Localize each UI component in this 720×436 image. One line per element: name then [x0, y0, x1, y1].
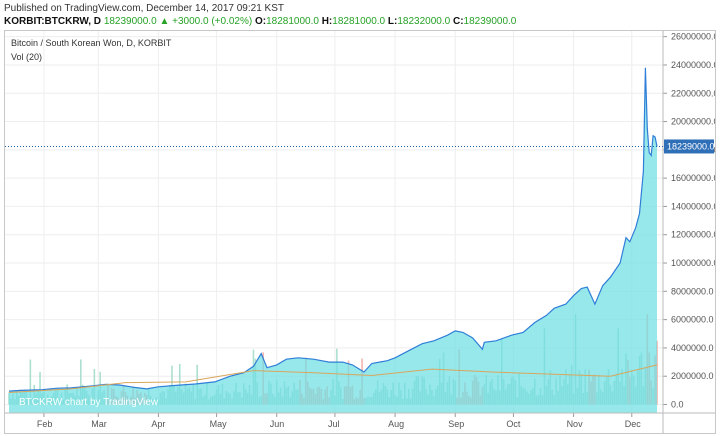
y-tick-label: 14000000.0 [671, 201, 715, 211]
price-tag-box [664, 139, 714, 154]
symbol-label: KORBIT:BTCKRW, D [4, 16, 102, 27]
x-tick-label: Jul [328, 419, 340, 429]
volume-bar [178, 363, 181, 405]
price-line [8, 67, 658, 392]
open-label: O: [254, 16, 267, 27]
x-tick-label: Nov [567, 419, 584, 429]
close-value: 18239000.0 [463, 16, 517, 27]
x-tick-label: Dec [625, 419, 642, 429]
price-tag: 18239000.0 [667, 141, 715, 151]
y-tick-label: 24000000.0 [671, 60, 715, 70]
price-area-fill [9, 67, 657, 414]
x-tick-label: Mar [91, 419, 107, 429]
y-tick-label: 6000000.0 [671, 315, 714, 325]
price-area [8, 67, 658, 414]
price-change: +3000.0 (+0.02%) [172, 16, 253, 27]
volume-bar [29, 359, 32, 405]
y-tick-label: 10000000.0 [671, 258, 715, 268]
chart-header: Published on TradingView.com, December 1… [0, 0, 720, 30]
close-label: C: [452, 16, 464, 27]
x-tick-label: Apr [151, 419, 165, 429]
last-price: 18239000.0 [103, 16, 157, 27]
axes: 0.0 2000000.0 4000000.0 6000000.0 8000000.0 1… [5, 31, 715, 433]
y-tick-label: 20000000.0 [671, 117, 715, 127]
x-tick-label: Feb [37, 419, 53, 429]
x-tick-label: Jun [270, 419, 285, 429]
y-tick-label: 16000000.0 [671, 173, 715, 183]
y-tick-label: 26000000.0 [671, 32, 715, 42]
x-tick-label: Aug [388, 419, 404, 429]
quote-line: KORBIT:BTCKRW, D 18239000.0 ▲ +3000.0 (+… [4, 16, 516, 27]
volume-bar [39, 371, 41, 405]
open-value: 18281000.0 [266, 16, 319, 27]
price-chart[interactable]: 0.0 2000000.0 4000000.0 6000000.0 8000000.0 1… [5, 31, 715, 433]
high-value: 18281000.0 [332, 16, 386, 27]
volume-bar [79, 359, 82, 405]
published-line: Published on TradingView.com, December 1… [4, 3, 284, 14]
chart-title: Bitcoin / South Korean Won, D, KORBIT [11, 38, 172, 48]
y-tick-label: 0.0 [671, 400, 684, 410]
x-tick-label: May [210, 419, 228, 429]
y-tick-label: 8000000.0 [671, 286, 714, 296]
y-tick-label: 4000000.0 [671, 343, 714, 353]
volume-ma-line [8, 364, 658, 393]
y-tick-label: 2000000.0 [671, 371, 714, 381]
high-label: H: [321, 16, 333, 27]
watermark: BTCKRW chart by TradingView [19, 397, 159, 408]
chart-panel[interactable]: 0.0 2000000.0 4000000.0 6000000.0 8000000.0 1… [4, 30, 716, 434]
y-tick-label: 12000000.0 [671, 230, 715, 240]
volume-bar [171, 365, 173, 405]
volume-ma [8, 364, 658, 393]
x-tick-label: Sep [448, 419, 464, 429]
x-tick-label: Oct [506, 419, 521, 429]
up-arrow-icon: ▲ [159, 16, 170, 27]
low-label: L: [387, 16, 398, 27]
y-tick-label: 22000000.0 [671, 88, 715, 98]
low-value: 18232000.0 [397, 16, 451, 27]
volume-label: Vol (20) [11, 52, 42, 62]
